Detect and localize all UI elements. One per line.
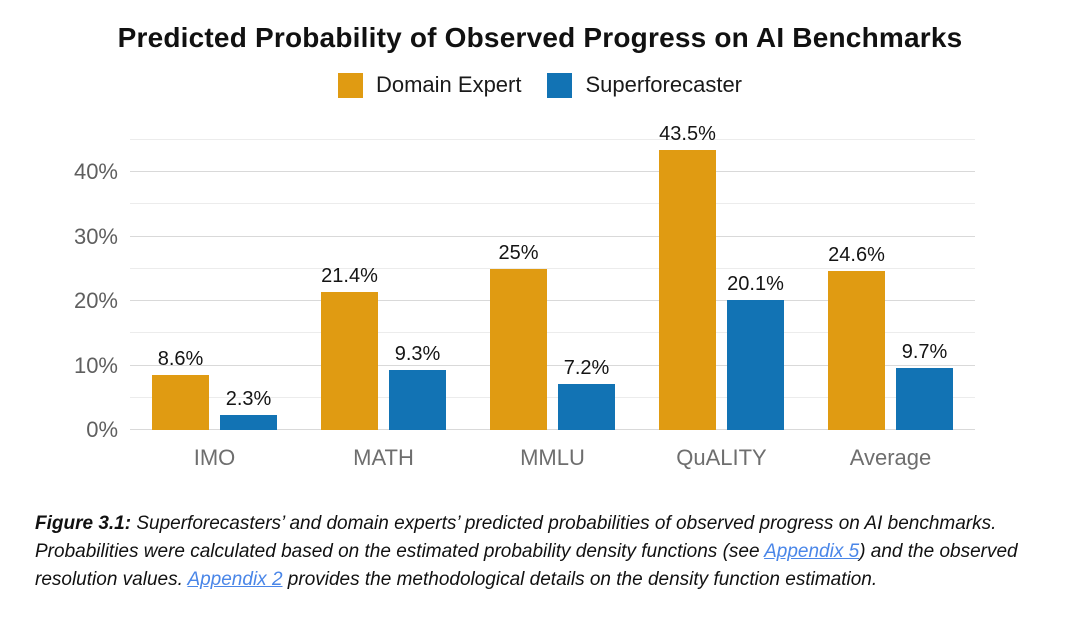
gridline-15 (130, 332, 975, 334)
bar-domain-expert-mmlu: 25% (490, 242, 547, 430)
gridline-0 (130, 429, 975, 430)
figure-caption: Figure 3.1: Superforecasters’ and domain… (35, 510, 1047, 594)
legend-item-domain-expert: Domain Expert (337, 72, 522, 98)
x-axis-label-math: MATH (353, 445, 414, 470)
bar-group-mmlu: 25% 7.2% MMLU (468, 140, 637, 470)
bar-superforecaster-average: 9.7% (896, 341, 953, 430)
legend-item-superforecaster: Superforecaster (547, 72, 742, 98)
superforecaster-swatch-icon (547, 72, 573, 98)
value-label-domain-expert-quality: 43.5% (659, 122, 716, 145)
y-axis-tick-10pct: 10% (73, 352, 118, 378)
y-axis-tick-20pct: 20% (73, 288, 118, 314)
value-label-domain-expert-average: 24.6% (828, 244, 885, 267)
gridline-10 (130, 364, 975, 366)
x-axis-label-quality: QuALITY (676, 445, 767, 470)
gridline-25 (130, 267, 975, 269)
value-label-superforecaster-mmlu: 7.2% (563, 356, 610, 379)
bar-domain-expert-imo: 8.6% (152, 348, 209, 430)
figure-label: Figure 3.1: (35, 513, 132, 534)
bar-superforecaster-math: 9.3% (389, 343, 446, 430)
gridline-20 (130, 300, 975, 302)
domain-expert-swatch-icon (337, 72, 363, 98)
bar-superforecaster-mmlu: 7.2% (558, 357, 615, 430)
bar-groups: 8.6% 2.3% IMO 21.4% 9.3% MATH 25% 7.2% MMLU 43.5%… (130, 123, 975, 470)
caption-text-3: provides the methodological details on t… (282, 569, 878, 590)
caption-text-2: ) and the observed resolution values. (35, 541, 1018, 590)
y-axis-tick-0pct: 0% (86, 417, 118, 442)
chart-legend: Domain Expert Superforecaster (0, 72, 1080, 98)
value-label-superforecaster-average: 9.7% (901, 340, 948, 363)
appendix-5-link[interactable]: Appendix 5 (764, 541, 860, 562)
y-axis-tick-30pct: 30% (73, 223, 118, 249)
x-axis-label-mmlu: MMLU (520, 445, 585, 470)
bar-group-imo: 8.6% 2.3% IMO (130, 140, 299, 470)
bar-group-average: 24.6% 9.7% Average (806, 140, 975, 470)
x-axis-label-average: Average (849, 445, 932, 470)
gridline-40 (130, 171, 975, 173)
chart-title: Predicted Probability of Observed Progre… (117, 22, 963, 53)
value-label-superforecaster-imo: 2.3% (225, 388, 272, 411)
gridline-30 (130, 235, 975, 237)
gridline-5 (130, 396, 975, 398)
value-label-domain-expert-imo: 8.6% (157, 347, 204, 370)
appendix-2-link[interactable]: Appendix 2 (187, 569, 283, 590)
bar-superforecaster-imo: 2.3% (220, 388, 277, 430)
y-axis-tick-40pct: 40% (73, 159, 118, 185)
gridline-35 (130, 203, 975, 205)
x-axis-label-imo: IMO (193, 445, 236, 470)
value-label-domain-expert-mmlu: 25% (498, 241, 539, 264)
bar-domain-expert-quality: 43.5% (659, 123, 716, 430)
plot-area: 8.6% 2.3% IMO 21.4% 9.3% MATH 25% 7.2% MMLU 43.5%… (74, 123, 975, 470)
gridline-45 (130, 139, 975, 140)
caption-text-1: Superforecasters’ and domain experts’ pr… (35, 513, 997, 562)
bar-domain-expert-average: 24.6% (828, 244, 885, 430)
value-label-domain-expert-math: 21.4% (321, 265, 378, 288)
legend-label-domain-expert: Domain Expert (375, 72, 522, 97)
bar-group-quality: 43.5% 20.1% QuALITY (637, 123, 806, 470)
legend-label-superforecaster: Superforecaster (585, 72, 743, 97)
bar-superforecaster-quality: 20.1% (727, 273, 784, 430)
bar-group-math: 21.4% 9.3% MATH (299, 140, 468, 470)
bar-domain-expert-math: 21.4% (321, 265, 378, 430)
value-label-superforecaster-math: 9.3% (394, 343, 441, 366)
value-label-superforecaster-quality: 20.1% (727, 273, 784, 296)
